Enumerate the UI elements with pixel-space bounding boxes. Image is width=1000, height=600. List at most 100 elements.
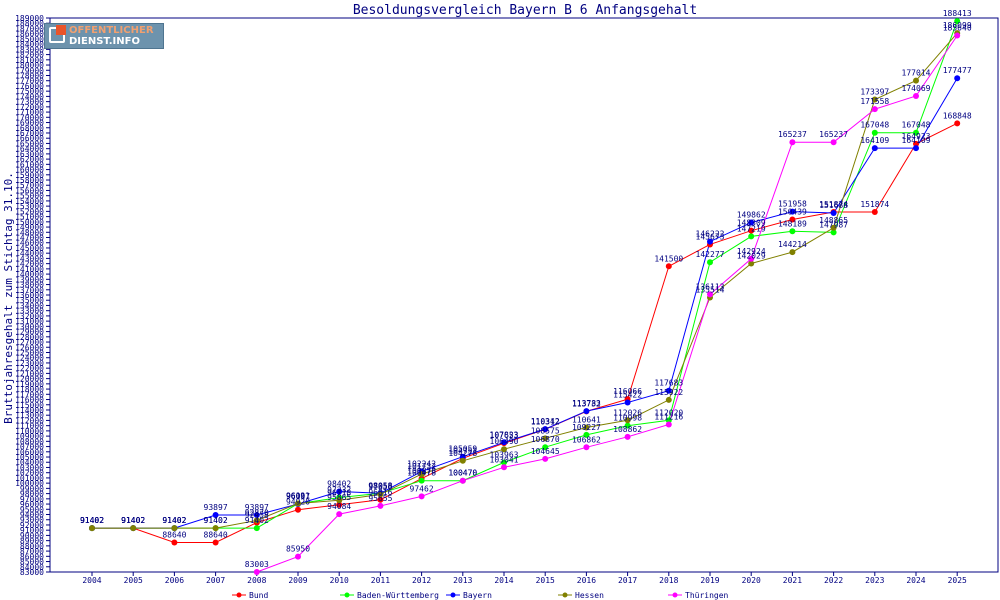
data-label-bayern: 149862 xyxy=(737,211,766,220)
data-label-hessen: 135514 xyxy=(696,286,725,295)
point-bayern xyxy=(665,387,672,394)
y-tick-label: 115000 xyxy=(15,401,44,410)
data-label-bund: 107653 xyxy=(490,431,519,440)
y-tick-label: 128000 xyxy=(15,333,44,342)
data-label-bayern: 98402 xyxy=(327,480,351,489)
y-tick-label: 90000 xyxy=(20,531,44,540)
data-label-baden-w-rttemberg: 112020 xyxy=(654,408,683,417)
data-label-bund: 91402 xyxy=(80,516,104,525)
x-tick-label: 2005 xyxy=(124,576,143,585)
data-label-baden-w-rttemberg: 97232 xyxy=(327,486,351,495)
y-tick-label: 189000 xyxy=(15,14,44,23)
data-label-th-ringen: 106862 xyxy=(572,435,601,444)
data-label-bayern: 164109 xyxy=(902,136,931,145)
y-tick-label: 142000 xyxy=(15,260,44,269)
y-tick-label: 146000 xyxy=(15,239,44,248)
data-label-baden-w-rttemberg: 91402 xyxy=(80,516,104,525)
point-baden-w-rttemberg xyxy=(707,259,713,266)
series-points xyxy=(89,18,961,575)
point-bund xyxy=(295,506,301,513)
y-tick-label: 97000 xyxy=(20,495,44,504)
y-tick-label: 169000 xyxy=(15,119,44,128)
x-tick-label: 2017 xyxy=(618,576,637,585)
point-bund xyxy=(665,263,672,270)
data-label-hessen: 177014 xyxy=(902,69,931,78)
point-th-ringen xyxy=(913,93,919,100)
legend-label-hessen: Hessen xyxy=(575,591,604,600)
point-bayern xyxy=(871,145,878,152)
point-baden-w-rttemberg xyxy=(748,233,755,240)
data-label-th-ringen: 97462 xyxy=(410,484,434,493)
point-th-ringen xyxy=(748,255,755,262)
point-th-ringen xyxy=(501,464,507,471)
legend-label-th-ringen: Thüringen xyxy=(685,591,729,600)
data-label-bund: 151874 xyxy=(860,200,889,209)
point-hessen xyxy=(871,96,878,103)
y-tick-label: 92000 xyxy=(20,521,44,530)
point-bund xyxy=(871,209,878,216)
data-label-hessen: 112026 xyxy=(613,408,642,417)
point-baden-w-rttemberg xyxy=(418,477,425,484)
point-hessen xyxy=(418,471,425,478)
y-tick-label: 168000 xyxy=(15,124,44,133)
data-label-baden-w-rttemberg: 91402 xyxy=(245,516,269,525)
y-tick-label: 162000 xyxy=(15,155,44,164)
point-bund xyxy=(377,496,384,503)
data-label-hessen: 173397 xyxy=(860,88,889,97)
y-tick-label: 100000 xyxy=(15,479,44,488)
x-tick-label: 2008 xyxy=(247,576,266,585)
point-bayern xyxy=(707,238,713,245)
point-baden-w-rttemberg xyxy=(913,129,919,136)
point-hessen xyxy=(665,396,672,403)
data-label-bund: 94920 xyxy=(286,498,310,507)
point-baden-w-rttemberg xyxy=(871,129,878,136)
data-label-hessen: 110641 xyxy=(572,416,601,425)
y-tick-label: 173000 xyxy=(15,98,44,107)
point-baden-w-rttemberg xyxy=(954,18,961,25)
point-hessen xyxy=(253,517,260,524)
x-tick-label: 2016 xyxy=(577,576,596,585)
y-tick-label: 127000 xyxy=(15,338,44,347)
y-tick-label: 106000 xyxy=(15,448,44,457)
y-tick-label: 132000 xyxy=(15,312,44,321)
site-logo: OFFENTLICHER DIENST.INFO xyxy=(44,23,164,49)
point-th-ringen xyxy=(377,502,384,509)
point-th-ringen xyxy=(624,433,631,440)
data-label-baden-w-rttemberg: 103963 xyxy=(490,450,519,459)
data-label-baden-w-rttemberg: 96091 xyxy=(286,492,310,501)
point-th-ringen xyxy=(789,139,796,146)
data-label-bayern: 93897 xyxy=(204,503,228,512)
y-tick-label: 98000 xyxy=(20,490,44,499)
y-tick-label: 125000 xyxy=(15,348,44,357)
data-label-hessen: 142029 xyxy=(737,251,766,260)
y-tick-label: 154000 xyxy=(15,197,44,206)
point-th-ringen xyxy=(295,553,301,560)
x-tick-label: 2007 xyxy=(206,576,225,585)
point-bund xyxy=(748,227,755,234)
point-th-ringen xyxy=(459,477,466,484)
y-tick-label: 147000 xyxy=(15,234,44,243)
y-tick-label: 122000 xyxy=(15,364,44,373)
data-label-bayern: 96007 xyxy=(286,492,310,501)
data-label-hessen: 91402 xyxy=(121,516,145,525)
point-baden-w-rttemberg xyxy=(583,431,590,438)
y-tick-label: 83000 xyxy=(20,568,44,577)
data-label-th-ringen: 100470 xyxy=(448,469,477,478)
data-label-baden-w-rttemberg: 188413 xyxy=(943,9,972,18)
data-label-th-ringen: 171558 xyxy=(860,97,889,106)
data-label-bund: 145673 xyxy=(696,232,725,241)
data-label-th-ringen: 165237 xyxy=(819,130,848,139)
legend: Bund Baden-Württemberg Bayern Hessen Thüring… xyxy=(232,591,729,600)
data-label-hessen: 115922 xyxy=(654,388,683,397)
y-tick-label: 103000 xyxy=(15,463,44,472)
y-tick-label: 167000 xyxy=(15,129,44,138)
data-label-bayern: 151958 xyxy=(778,200,807,209)
y-tick-label: 89000 xyxy=(20,537,44,546)
data-label-th-ringen: 136113 xyxy=(696,282,725,291)
x-tick-label: 2010 xyxy=(330,576,349,585)
y-tick-label: 180000 xyxy=(15,61,44,70)
point-bayern xyxy=(624,399,631,406)
y-tick-label: 184000 xyxy=(15,40,44,49)
x-tick-label: 2015 xyxy=(536,576,555,585)
data-label-hessen: 92870 xyxy=(245,508,269,517)
